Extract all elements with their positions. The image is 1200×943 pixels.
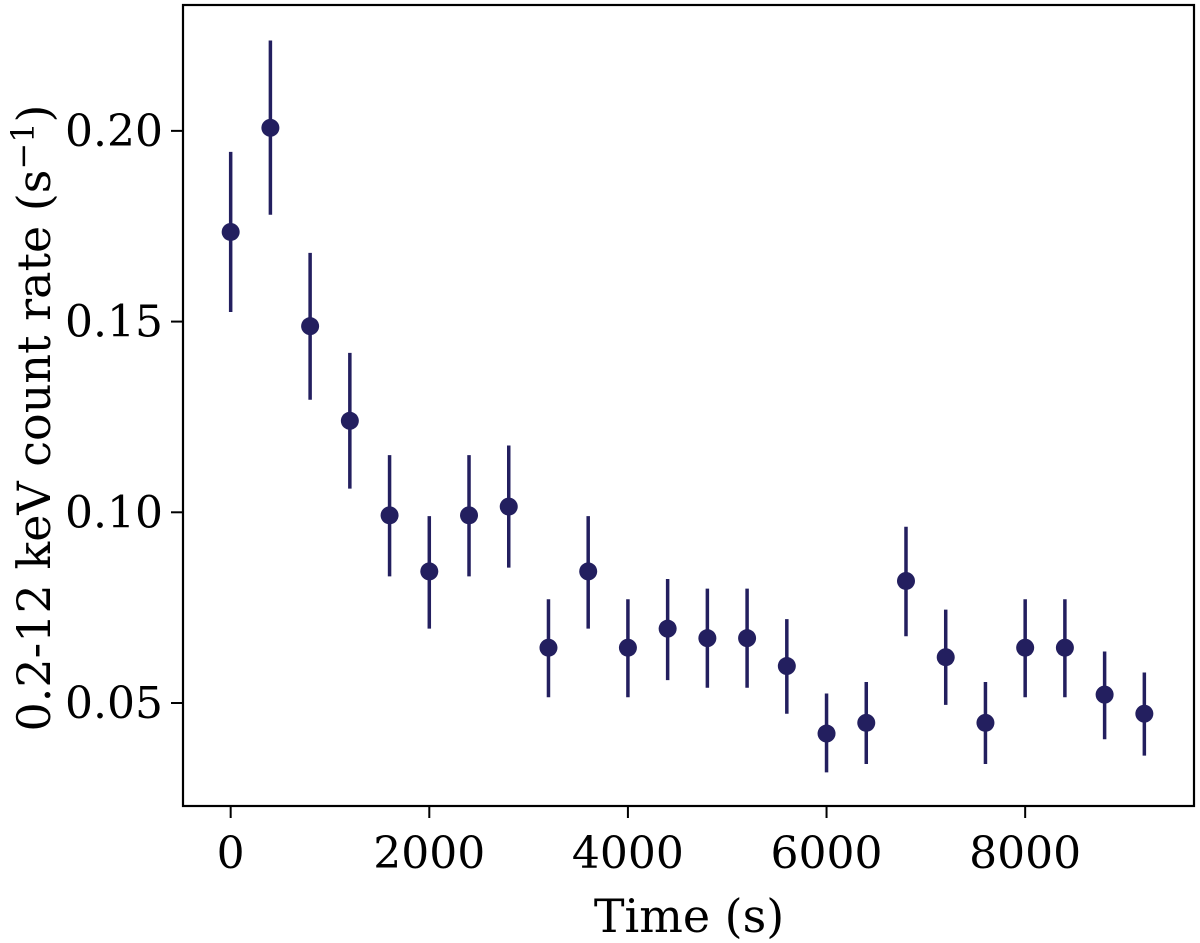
x-tick-label: 2000 [373,828,485,879]
y-tick-label: 0.10 [65,487,163,538]
data-points [221,40,1154,773]
data-point [896,571,915,590]
data-point [420,562,439,581]
data-point [221,222,240,241]
x-tick-label: 8000 [969,828,1081,879]
data-point [261,118,280,137]
y-axis-label: 0.2-12 keV count rate (s−1) [4,104,61,731]
data-point [777,657,796,676]
data-point [618,638,637,657]
data-point [301,317,320,336]
x-tick-label: 4000 [572,828,684,879]
data-point [1055,638,1074,657]
data-point [380,506,399,525]
data-point [1135,704,1154,723]
data-point [1095,685,1114,704]
data-point [1016,638,1035,657]
data-point [698,629,717,648]
data-point [817,724,836,743]
x-axis-label: Time (s) [594,889,784,943]
y-tick-label: 0.05 [65,678,163,729]
data-point [658,619,677,638]
y-axis-label-main: 0.2-12 keV count rate (s [7,170,61,732]
y-tick-label: 0.15 [65,297,163,348]
x-tick-label: 0 [217,828,245,879]
data-point [539,638,558,657]
data-point [936,648,955,667]
data-point [499,497,518,516]
x-tick-label: 6000 [771,828,883,879]
data-point [340,411,359,430]
axis-ticks: 0 2000 4000 6000 8000 0.05 0.10 0.15 0.20 [65,106,1081,879]
y-axis-label-close: ) [7,104,61,122]
data-point [738,629,757,648]
data-point [857,713,876,732]
data-point [579,562,598,581]
plot-frame [181,3,1196,808]
data-point [460,506,479,525]
data-point [976,713,995,732]
y-axis-label-exponent: −1 [4,122,42,169]
y-tick-label: 0.20 [65,106,163,157]
